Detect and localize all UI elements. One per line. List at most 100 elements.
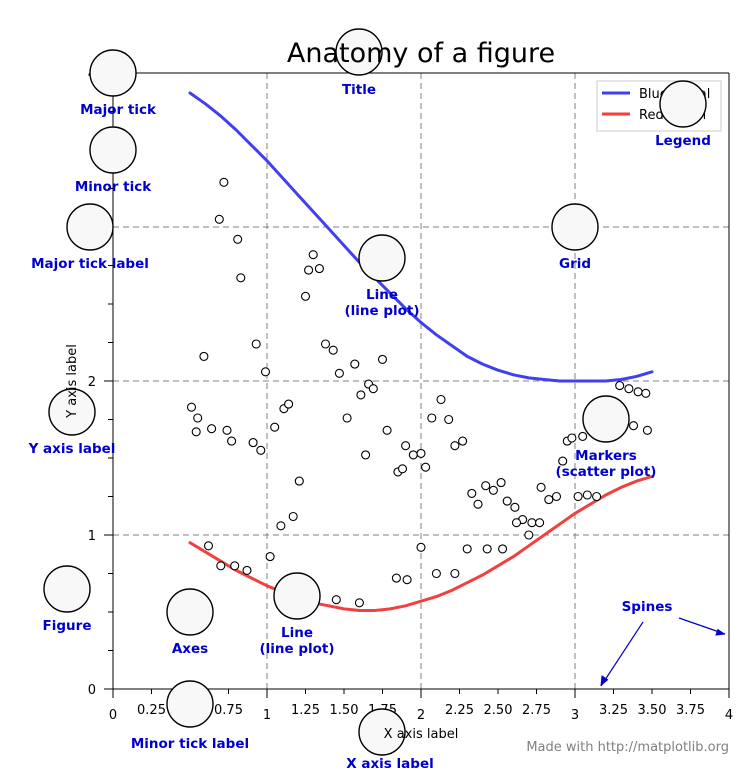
scatter-marker xyxy=(191,427,201,437)
scatter-marker xyxy=(260,367,271,377)
scatter-marker xyxy=(354,598,364,608)
x-minor-tick-label: 2.50 xyxy=(484,703,513,718)
scatter-marker xyxy=(462,544,472,554)
scatter-marker xyxy=(551,491,562,502)
annotation-label-line: (scatter plot) xyxy=(556,464,657,480)
annotation-label-line: Major tick label xyxy=(31,256,149,272)
scatter-marker xyxy=(642,425,652,435)
scatter-marker xyxy=(230,561,240,571)
scatter-marker xyxy=(401,441,411,451)
scatter-marker xyxy=(350,359,360,369)
scatter-marker xyxy=(467,488,477,498)
scatter-marker xyxy=(256,445,266,455)
scatter-marker xyxy=(524,530,534,540)
scatter-marker xyxy=(536,482,546,492)
y-major-tick-label: 1 xyxy=(88,529,96,544)
annotation-label: Spines xyxy=(622,599,673,615)
annotation-marker xyxy=(551,203,599,251)
scatter-marker xyxy=(502,496,512,506)
y-major-tick-label: 0 xyxy=(88,683,96,698)
x-axis-label: X axis label xyxy=(384,727,459,742)
annotation-label: Minor tick xyxy=(75,179,152,195)
scatter-marker xyxy=(416,542,426,552)
scatter-marker xyxy=(334,368,344,378)
annotation-label: Y axis label xyxy=(28,441,116,457)
x-minor-tick-label: 3.25 xyxy=(599,703,628,718)
annotation-label-line: Minor tick xyxy=(75,179,152,195)
scatter-marker xyxy=(199,351,209,361)
scatter-marker xyxy=(416,448,426,458)
scatter-marker xyxy=(481,481,491,491)
annotation-label-line: Y axis label xyxy=(28,441,116,457)
annotation-marker xyxy=(358,708,406,756)
scatter-marker xyxy=(308,250,318,260)
annotation-label-line: (line plot) xyxy=(259,641,334,657)
annotation-label-line: Line xyxy=(281,625,313,641)
annotation-label: Grid xyxy=(559,256,591,272)
annotation-label-line: Grid xyxy=(559,256,591,272)
line-series xyxy=(188,475,654,612)
scatter-marker xyxy=(294,476,304,486)
scatter-marker xyxy=(284,399,294,409)
scatter-marker xyxy=(397,464,408,474)
x-minor-tick-label: 1.25 xyxy=(291,703,320,718)
line-series xyxy=(188,91,654,383)
scatter-marker xyxy=(628,421,639,431)
scatter-marker xyxy=(314,264,324,274)
scatter-marker xyxy=(276,521,286,531)
annotation-label: X axis label xyxy=(346,756,433,772)
x-minor-tick-label: 2.25 xyxy=(445,703,474,718)
scatter-marker xyxy=(402,575,412,585)
scatter-marker xyxy=(498,544,508,554)
scatter-marker xyxy=(510,502,520,512)
scatter-marker xyxy=(304,265,314,275)
scatter-marker xyxy=(248,438,258,448)
scatter-marker xyxy=(496,478,506,488)
scatter-marker xyxy=(573,491,583,502)
annotations: Major tick Minor tick Major tick label Titl… xyxy=(28,28,726,772)
annotation-marker xyxy=(273,572,321,620)
scatter-marker xyxy=(473,499,483,509)
grid-lines xyxy=(113,73,729,689)
scatter-marker xyxy=(482,544,492,554)
annotation-marker xyxy=(582,395,630,443)
annotation-label: Major tick xyxy=(80,102,157,118)
scatter-marker xyxy=(450,568,460,579)
x-major-tick-label: 4 xyxy=(725,708,733,723)
annotation-marker xyxy=(89,49,137,97)
scatter-marker xyxy=(320,339,331,349)
annotation-label: Major tick label xyxy=(31,256,149,272)
scatter-marker xyxy=(615,381,625,391)
scatter-marker xyxy=(641,388,651,398)
x-major-tick-label: 3 xyxy=(571,708,579,723)
spines-arrow-left-head xyxy=(600,675,609,687)
x-minor-tick-label: 0.75 xyxy=(214,703,243,718)
scatter-marker xyxy=(222,425,232,435)
annotation-label-line: Spines xyxy=(622,599,673,615)
scatter-marker xyxy=(391,573,401,583)
scatter-marker xyxy=(578,431,588,441)
scatter-marker xyxy=(558,456,568,466)
scatter-marker xyxy=(236,273,246,283)
annotation-label-line: Title xyxy=(342,82,376,98)
scatter-marker xyxy=(368,384,378,394)
scatter-marker xyxy=(216,561,226,571)
scatter-marker xyxy=(356,390,366,400)
annotation-marker xyxy=(166,680,214,728)
scatter-marker xyxy=(251,339,261,349)
annotation-label: Figure xyxy=(43,618,92,634)
scatter-marker xyxy=(270,422,280,432)
footer-credit: Made with http://matplotlib.org xyxy=(526,740,729,755)
x-major-tick-label: 1 xyxy=(263,708,271,723)
x-minor-tick-label: 1.50 xyxy=(330,703,359,718)
scatter-marker xyxy=(361,450,371,460)
spines-arrow-right-head xyxy=(715,628,726,636)
scatter-marker xyxy=(331,595,341,605)
annotation-label-line: Major tick xyxy=(80,102,157,118)
scatter-marker xyxy=(421,462,431,472)
annotation-label-line: Line xyxy=(366,287,398,303)
scatter-marker xyxy=(193,413,203,423)
annotation-marker xyxy=(358,234,406,282)
x-major-tick-label: 2 xyxy=(417,708,425,723)
scatter-marker xyxy=(342,413,352,423)
